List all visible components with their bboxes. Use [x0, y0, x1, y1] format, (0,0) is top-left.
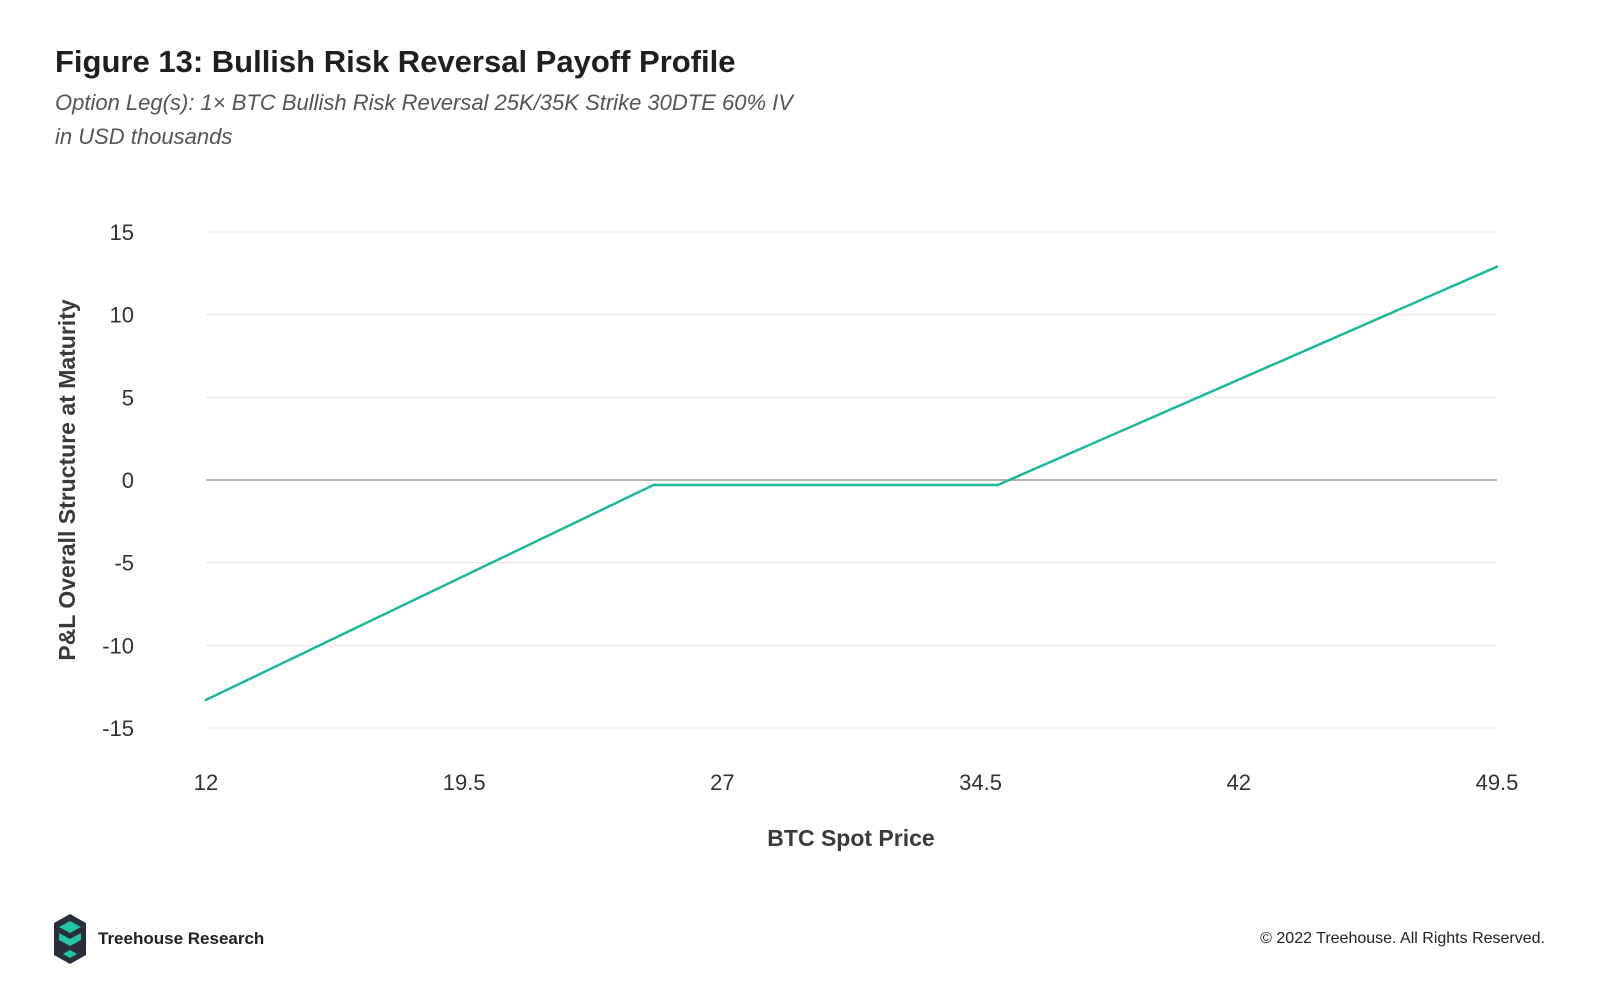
payoff-series-line	[204, 265, 1499, 702]
chart-subtitle-option-legs: Option Leg(s): 1× BTC Bullish Risk Rever…	[55, 90, 793, 115]
treehouse-logo-icon	[54, 914, 86, 964]
y-tick-label: 0	[122, 468, 134, 493]
x-tick-label: 34.5	[959, 770, 1002, 795]
x-tick-label: 42	[1227, 770, 1251, 795]
y-axis-ticks: 15 10 5 0 -5 -10 -15	[102, 220, 134, 741]
y-tick-label: 5	[122, 385, 134, 410]
x-tick-label: 19.5	[443, 770, 486, 795]
x-axis-ticks: 12 19.5 27 34.5 42 49.5	[194, 770, 1519, 795]
series-layer	[204, 265, 1499, 702]
x-axis-title: BTC Spot Price	[767, 825, 934, 851]
y-tick-label: -10	[102, 633, 134, 658]
chart-title: Figure 13: Bullish Risk Reversal Payoff …	[55, 44, 736, 79]
chart-subtitle-units: in USD thousands	[55, 124, 233, 149]
y-tick-label: -15	[102, 716, 134, 741]
x-tick-label: 27	[710, 770, 734, 795]
footer-copyright: © 2022 Treehouse. All Rights Reserved.	[1260, 930, 1545, 947]
y-tick-label: -5	[114, 551, 134, 576]
y-axis-title: P&L Overall Structure at Maturity	[54, 299, 80, 660]
y-tick-label: 10	[110, 303, 134, 328]
x-tick-label: 49.5	[1476, 770, 1519, 795]
payoff-chart: 15 10 5 0 -5 -10 -15 12 19.5 27 34.5 42 49.5 BTC Sp…	[54, 220, 1519, 851]
y-tick-label: 15	[110, 220, 134, 245]
grid-lines	[206, 231, 1497, 729]
x-tick-label: 12	[194, 770, 218, 795]
footer-brand-name: Treehouse Research	[98, 929, 265, 948]
